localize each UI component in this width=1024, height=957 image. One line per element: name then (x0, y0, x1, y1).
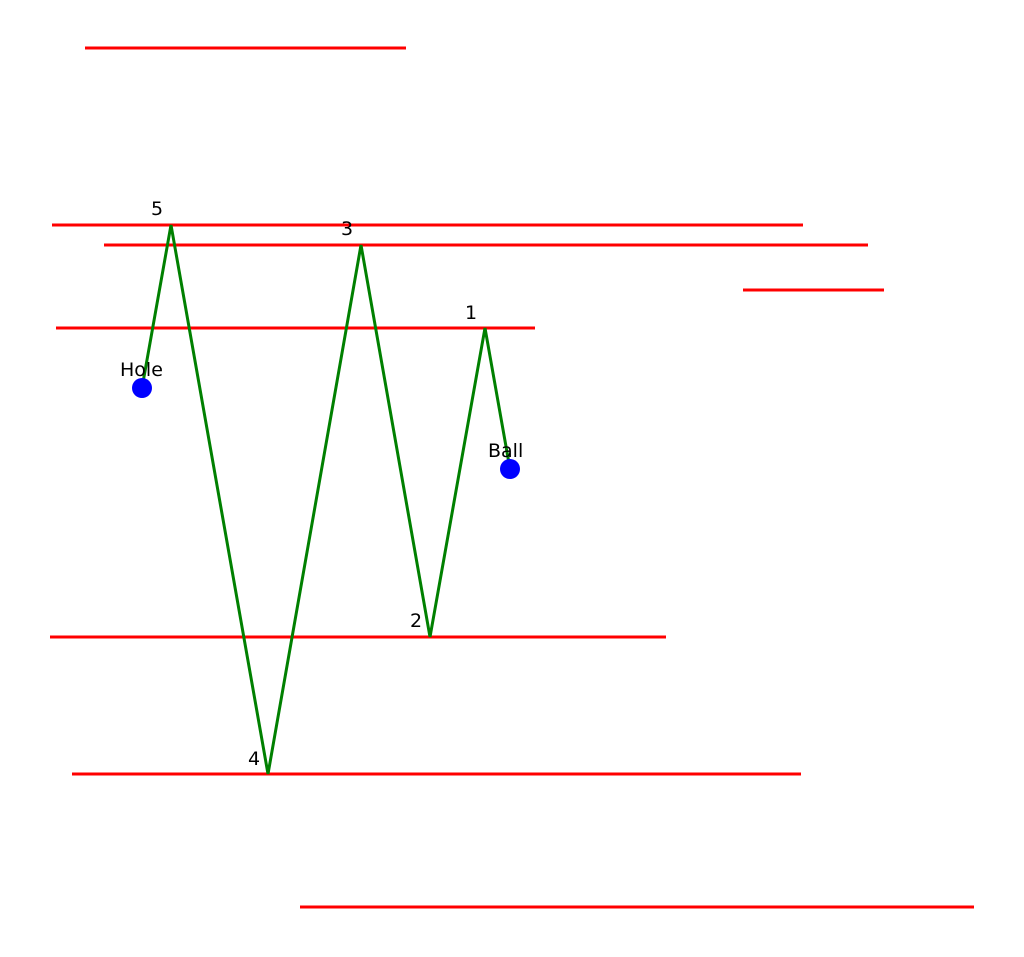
bounce-label-1: 1 (465, 302, 477, 324)
ball-marker (500, 459, 520, 479)
bounce-path (140, 224, 512, 775)
bounce-label-5: 5 (151, 198, 163, 220)
bounce-label-3: 3 (341, 218, 353, 240)
bounce-label-4: 4 (248, 748, 260, 770)
hole-label: Hole (120, 359, 163, 381)
walls (50, 46, 974, 909)
ball-label: Ball (488, 440, 523, 462)
hole-marker (132, 378, 152, 398)
bounce-label-2: 2 (410, 610, 422, 632)
